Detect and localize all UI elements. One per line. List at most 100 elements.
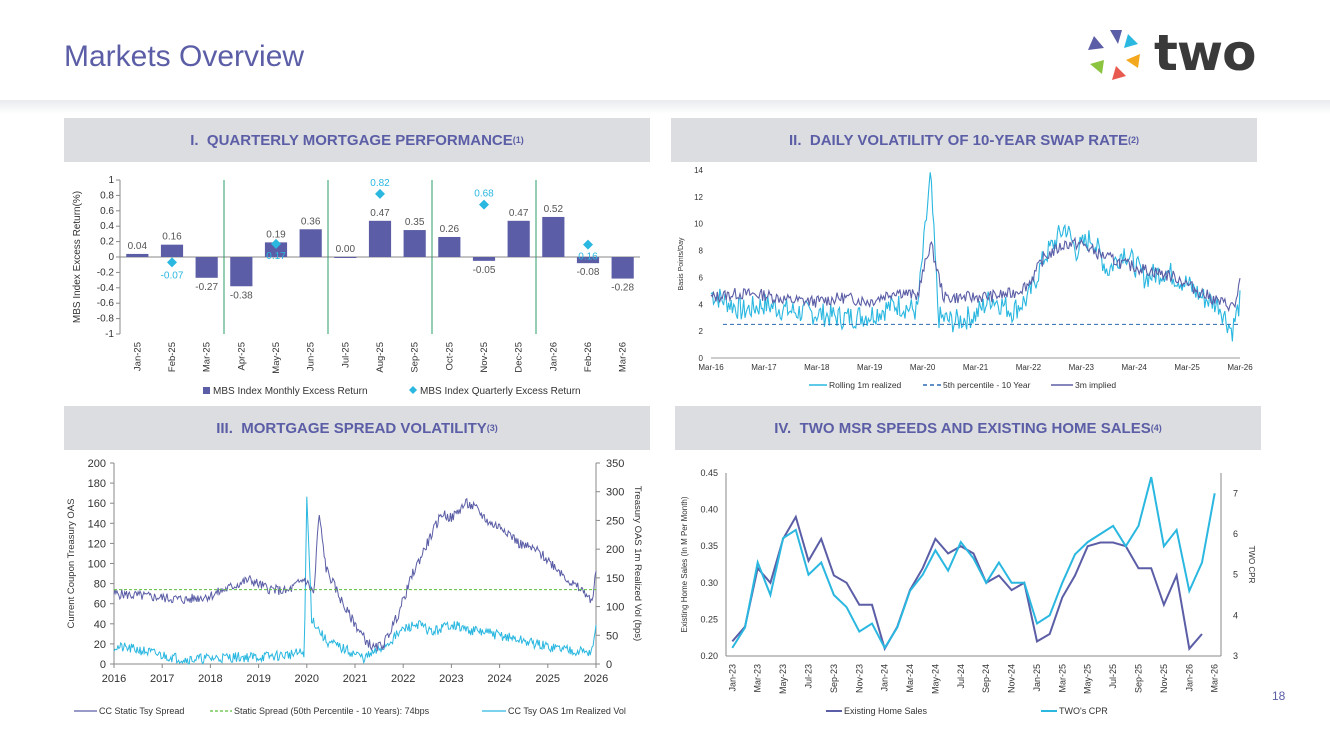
- bar-value-label: 0.00: [336, 244, 356, 255]
- quarterly-mortgage-chart: -1 -0.8 -0.6 -0.4 -0.2 0 0.2 0.4 0.6 0.8 1 MBS Inde…: [72, 175, 640, 397]
- y2-tick-label: 3: [1233, 651, 1238, 661]
- x-tick-label: Mar-21: [963, 363, 989, 372]
- panel-2-number: II.: [789, 131, 802, 149]
- bar: [160, 244, 184, 257]
- y2-tick-label: 350: [606, 458, 624, 470]
- diamond-value-label: 0.68: [474, 189, 494, 200]
- panel-3-header: III. MORTGAGE SPREAD VOLATILITY (3): [64, 406, 650, 450]
- y2-tick-label: 200: [606, 544, 624, 556]
- x-tick-label: Mar-22: [1016, 363, 1042, 372]
- x-tick-label: 2017: [150, 673, 174, 685]
- bar: [334, 257, 357, 258]
- x-tick-label: 2016: [102, 673, 126, 685]
- legend-label-median: Static Spread (50th Percentile - 10 Year…: [234, 706, 430, 716]
- panel-3-number: III.: [216, 419, 233, 437]
- y-tick-label: 14: [694, 166, 703, 175]
- x-tick-label: 2021: [343, 673, 367, 685]
- y-tick-label: 6: [699, 273, 704, 282]
- y-tick-label: -0.8: [97, 314, 115, 325]
- y-tick-label: 80: [94, 579, 106, 591]
- panel-4-title: TWO MSR SPEEDS AND EXISTING HOME SALES: [799, 419, 1151, 437]
- y-tick-label: 0: [108, 252, 114, 263]
- x-tick-label: May-24: [930, 664, 940, 694]
- panel-4-number: IV.: [774, 419, 792, 437]
- x-tick-label: Mar-26: [618, 342, 629, 372]
- legend-label-quarterly: MBS Index Quarterly Excess Return: [420, 386, 581, 397]
- y-tick-label: 40: [94, 619, 106, 631]
- x-tick-label: Sep-25: [410, 342, 421, 373]
- legend-label-realized: Rolling 1m realized: [829, 380, 902, 390]
- x-tick-label: Mar-25: [1174, 363, 1200, 372]
- static-spread-line: [113, 497, 597, 652]
- y-tick-label: 0.20: [700, 651, 718, 661]
- bar: [576, 257, 600, 264]
- y-tick-label: -0.2: [97, 267, 115, 278]
- bar: [368, 220, 392, 257]
- bar-value-label: -0.27: [195, 282, 218, 293]
- x-tick-label: Nov-23: [854, 664, 864, 693]
- x-tick-label: Jan-25: [132, 342, 143, 371]
- realized-vol-line: [710, 172, 1241, 342]
- y-tick-label: 100: [88, 559, 106, 571]
- x-tick-label: Jan-26: [548, 342, 559, 371]
- cpr-line: [731, 476, 1216, 650]
- x-tick-label: Nov-25: [1159, 664, 1169, 693]
- x-tick-label: Dec-25: [514, 342, 525, 373]
- y-tick-label: 4: [699, 300, 704, 309]
- legend-label-cpr: TWO's CPR: [1059, 706, 1108, 716]
- y-tick-label: 120: [88, 538, 106, 550]
- realized-vol-line: [113, 496, 597, 665]
- panel-1-footnote: (1): [512, 135, 524, 145]
- bar-value-label: 0.52: [544, 204, 564, 215]
- logo-text: two: [1154, 24, 1256, 82]
- y-axis-title: Basis Points/Day: [678, 237, 685, 290]
- y2-tick-label: 50: [606, 630, 618, 642]
- y2-tick-label: 6: [1233, 529, 1238, 539]
- legend-label-home-sales: Existing Home Sales: [844, 706, 928, 716]
- x-tick-label: Sep-24: [981, 664, 991, 693]
- y-tick-label: -0.6: [97, 298, 115, 309]
- y-tick-label: 60: [94, 599, 106, 611]
- x-tick-label: Mar-20: [910, 363, 936, 372]
- bar: [195, 257, 218, 278]
- panel-4-header: IV. TWO MSR SPEEDS AND EXISTING HOME SAL…: [675, 406, 1261, 450]
- y-axis-title: MBS Index Excess Return(%): [72, 191, 83, 323]
- quarterly-diamond: [479, 199, 489, 210]
- panel-2-header: II. DAILY VOLATILITY OF 10-YEAR SWAP RAT…: [671, 118, 1257, 162]
- y2-axis-title: TWO CPR: [1247, 546, 1256, 584]
- x-tick-label: Feb-25: [167, 342, 178, 372]
- msr-speeds-chart: 0.20 0.25 0.30 0.35 0.40 0.45 3 4 5 6 7 Jan-23 Mar-2…: [680, 468, 1256, 716]
- y-tick-label: 0.25: [700, 614, 718, 624]
- bar: [611, 257, 634, 279]
- x-tick-label: Mar-24: [905, 664, 915, 693]
- y-tick-label: 0.2: [100, 237, 114, 248]
- y2-tick-label: 300: [606, 487, 624, 499]
- x-tick-label: 2020: [295, 673, 319, 685]
- x-tick-label: Jul-25: [1108, 664, 1118, 689]
- y-tick-label: 12: [694, 193, 703, 202]
- bar: [299, 229, 322, 257]
- quarterly-diamond: [583, 239, 593, 250]
- y2-axis-title: Treasury OAS 1m Realized Vol (bps): [632, 486, 643, 641]
- mortgage-spread-chart: 0 20 40 60 80 100 120 140 160 180 200 0 50 100 150 200 2…: [66, 458, 643, 716]
- x-tick-label: Mar-17: [751, 363, 777, 372]
- y2-tick-label: 100: [606, 602, 624, 614]
- bar-value-label: 0.36: [301, 216, 321, 227]
- x-tick-label: Mar-19: [857, 363, 883, 372]
- y-tick-label: -0.4: [97, 283, 115, 294]
- x-tick-label: Nov-24: [1007, 664, 1017, 693]
- y2-tick-label: 4: [1233, 610, 1238, 620]
- bar-value-label: -0.08: [577, 267, 600, 278]
- y-tick-label: 0: [100, 659, 106, 671]
- bar-value-label: 0.47: [370, 208, 390, 219]
- panel-3-footnote: (3): [486, 423, 498, 433]
- y-tick-label: 0.30: [700, 578, 718, 588]
- diamond-value-label: 0.16: [578, 252, 598, 263]
- x-tick-label: Mar-23: [753, 664, 763, 693]
- bar-value-label: -0.28: [611, 283, 634, 294]
- y2-tick-label: 250: [606, 515, 624, 527]
- y-axis-title: Existing Home Sales (In M Per Month): [680, 496, 689, 632]
- x-tick-label: 2025: [536, 673, 560, 685]
- y-tick-label: 2: [699, 327, 704, 336]
- bar: [542, 216, 565, 257]
